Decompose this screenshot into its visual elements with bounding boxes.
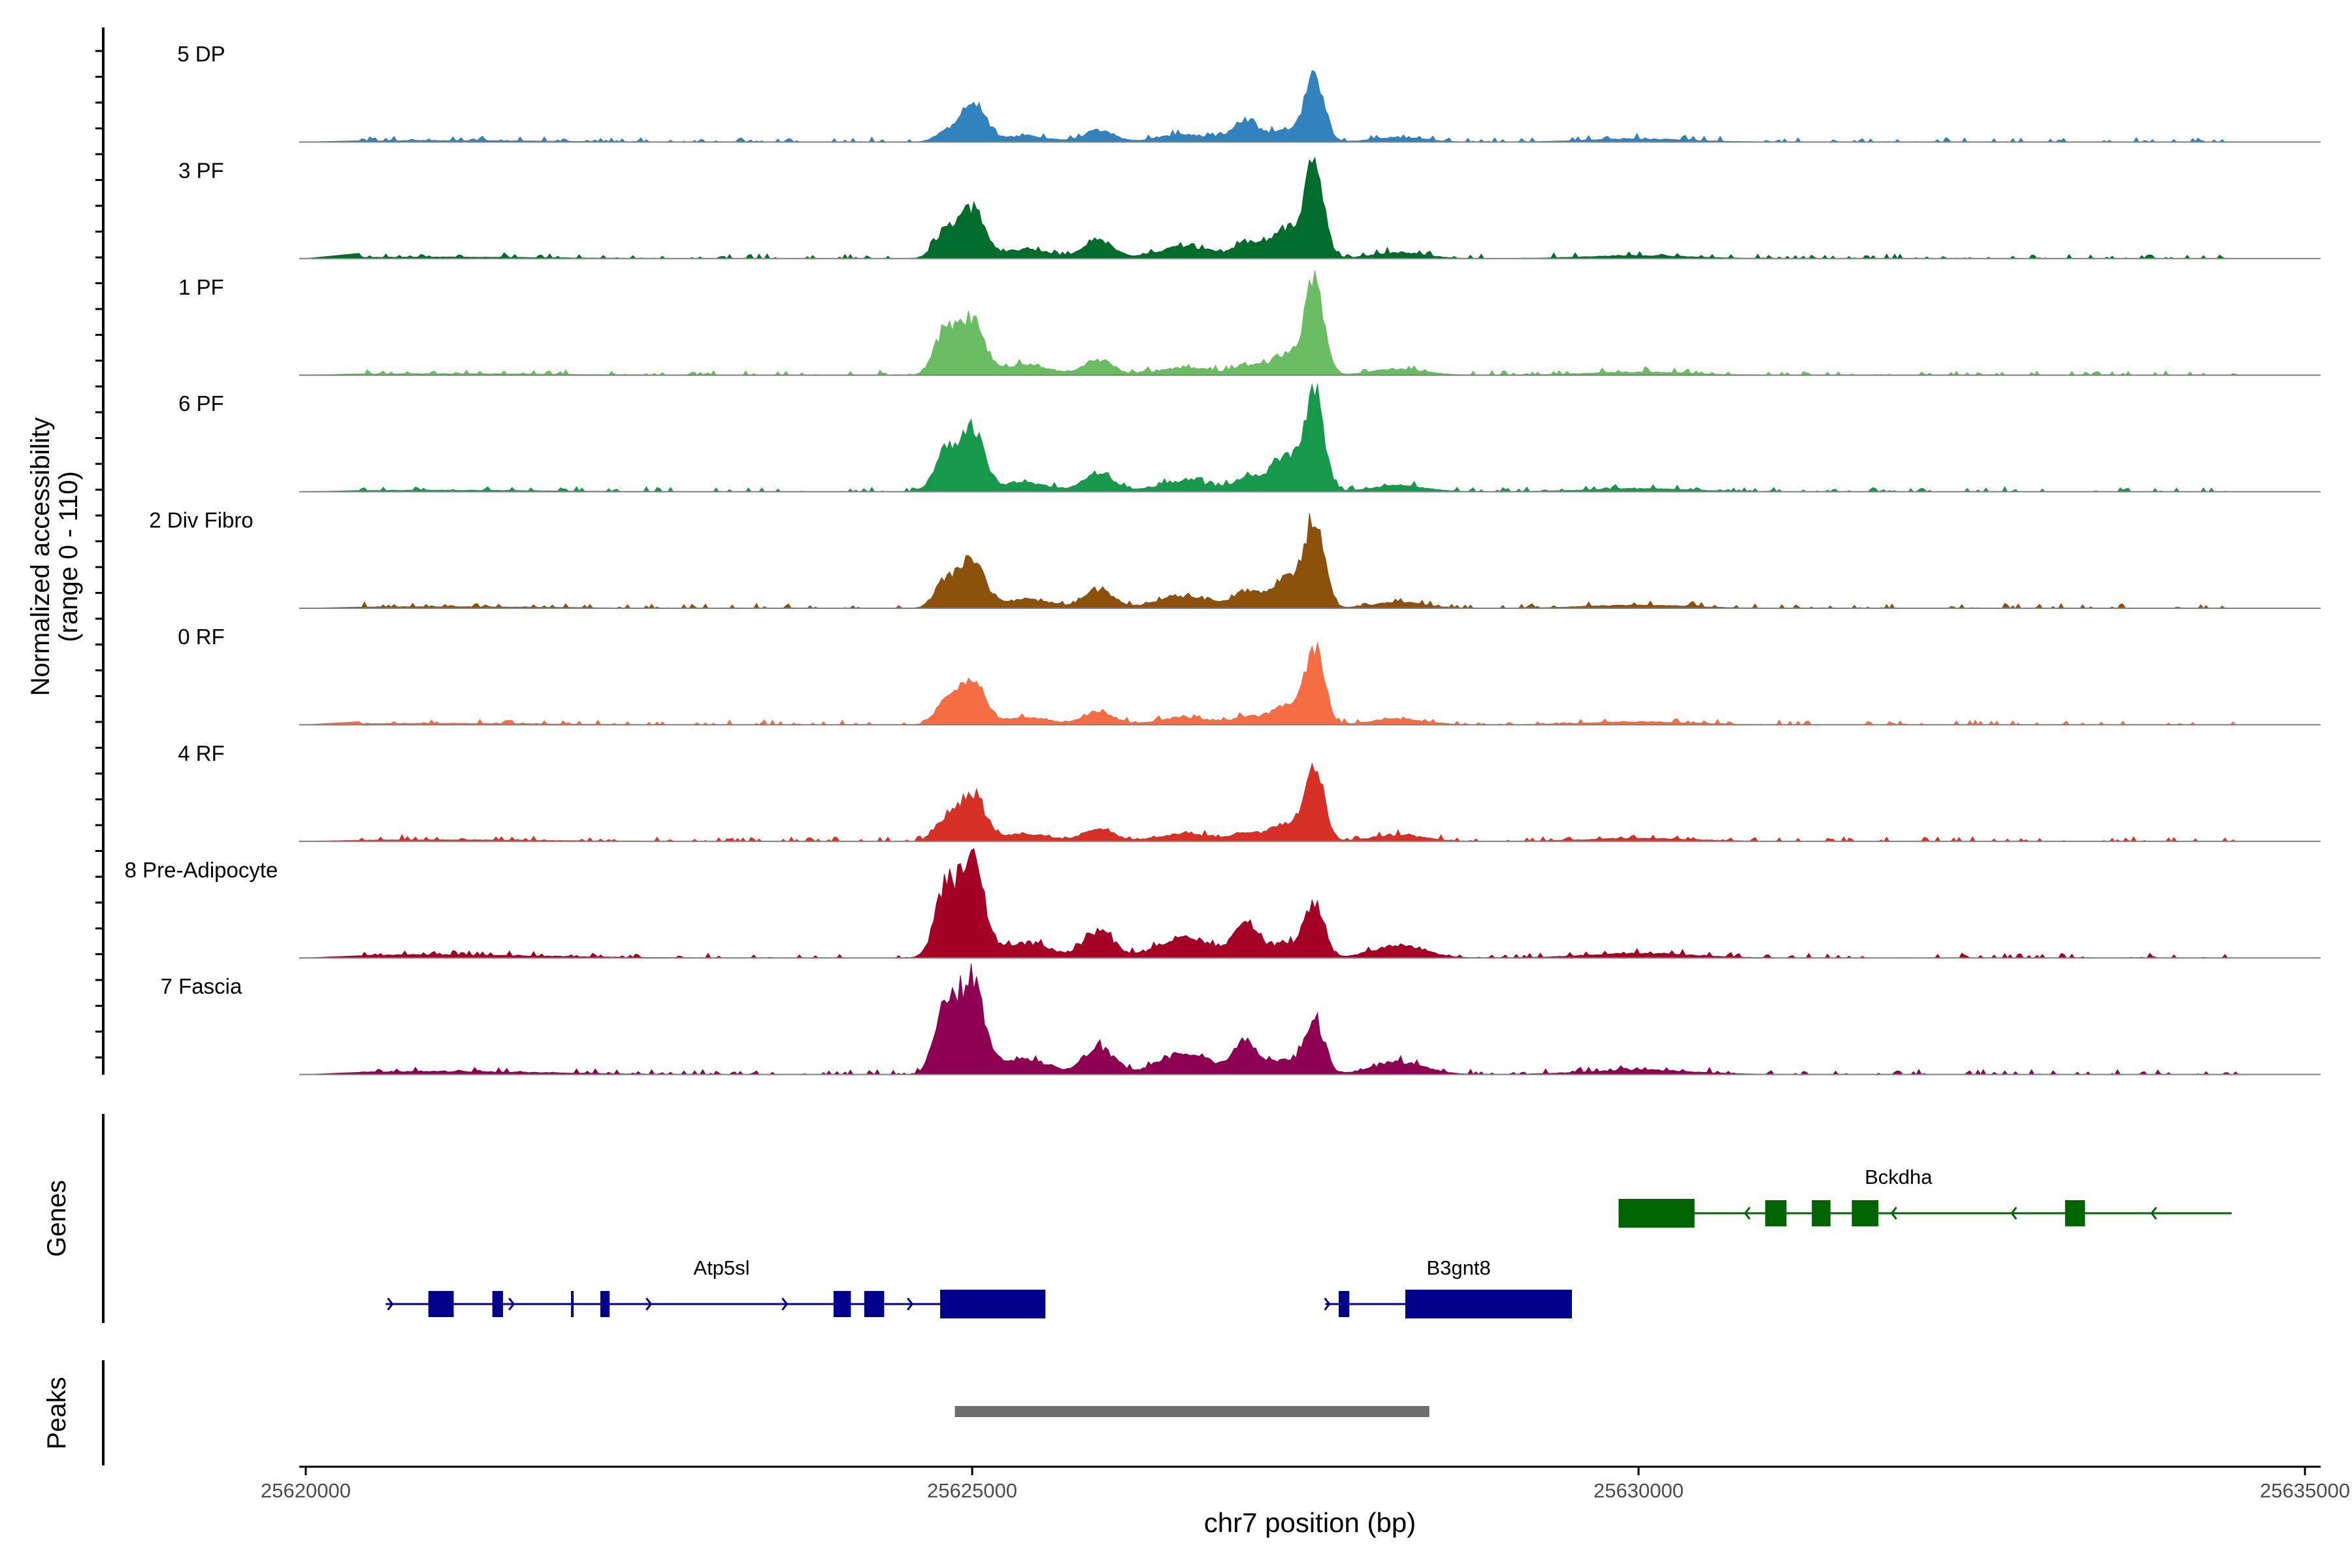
track-label: 0 RF [178, 625, 225, 649]
strand-arrow [1324, 1298, 1331, 1311]
coverage-area [305, 762, 2305, 842]
gene-exon [1339, 1291, 1350, 1317]
gene-exon [600, 1291, 610, 1317]
gene-exon [1618, 1199, 1695, 1228]
strand-arrow [1890, 1207, 1897, 1220]
track-3-pf: 3 PF [178, 156, 2321, 259]
gene-exon [1852, 1200, 1879, 1226]
gene-label: Bckdha [1865, 1166, 1933, 1188]
gene-exon [428, 1291, 454, 1317]
coverage-area [305, 847, 2305, 959]
x-tick-label: 25630000 [1593, 1479, 1684, 1502]
gene-bckdha: Bckdha [1618, 1166, 2232, 1228]
peaks-panel-title: Peaks [42, 1377, 71, 1449]
x-axis-ticks: 25620000 25625000 25630000 25635000 [261, 1467, 2350, 1502]
track-label: 2 Div Fibro [149, 508, 253, 532]
track-1-pf: 1 PF [178, 270, 2321, 376]
track-6-pf: 6 PF [178, 384, 2321, 493]
y-axis: Normalized accessibility (range 0 - 110) [26, 27, 105, 1075]
y-axis-ticks [95, 50, 103, 1058]
track-label: 5 DP [177, 42, 225, 66]
gene-label: Atp5sl [693, 1256, 749, 1279]
gene-exon [864, 1291, 885, 1317]
strand-arrow [645, 1298, 653, 1311]
gene-label: B3gnt8 [1426, 1256, 1490, 1279]
peaks-panel: Peaks [42, 1360, 1429, 1465]
strand-arrow [1744, 1207, 1751, 1220]
gene-exon [1765, 1200, 1787, 1226]
gene-exon [940, 1290, 1046, 1318]
gene-atp5sl: Atp5sl [385, 1256, 1046, 1318]
track-0-rf: 0 RF [178, 625, 2321, 726]
coverage-area [305, 384, 2305, 493]
track-label: 6 PF [178, 391, 224, 416]
coverage-tracks: 5 DP 3 PF 1 PF 6 PF 2 Div Fibro 0 RF 4 RF 8 Pre… [125, 42, 2321, 1075]
x-tick-label: 25635000 [2260, 1479, 2350, 1502]
track-label: 3 PF [178, 158, 224, 182]
x-tick-label: 25620000 [261, 1479, 351, 1502]
gene-exon [570, 1291, 574, 1317]
track-5-dp: 5 DP [177, 42, 2321, 143]
x-axis: 25620000 25625000 25630000 25635000 chr7 po… [261, 1465, 2350, 1538]
track-2-div-fibro: 2 Div Fibro [149, 508, 2321, 609]
track-7-fascia: 7 Fascia [161, 963, 2321, 1075]
strand-arrow [2150, 1207, 2157, 1220]
strand-arrow [387, 1298, 394, 1311]
coverage-area [305, 642, 2305, 726]
gene-models: Bckdha Atp5sl B3gnt8 [385, 1166, 2232, 1318]
track-label: 8 Pre-Adipocyte [125, 858, 278, 882]
coverage-area [305, 513, 2305, 609]
genes-panel-title: Genes [42, 1180, 71, 1257]
gene-exon [1812, 1200, 1831, 1226]
track-8-pre-adipocyte: 8 Pre-Adipocyte [125, 847, 2321, 959]
track-label: 1 PF [178, 275, 224, 299]
coverage-area [305, 270, 2305, 376]
strand-arrow [781, 1298, 789, 1311]
peak-bars [955, 1406, 1429, 1417]
strand-arrow [508, 1298, 515, 1311]
gene-exon [2065, 1200, 2085, 1226]
x-axis-title: chr7 position (bp) [1204, 1507, 1416, 1538]
y-axis-title: Normalized accessibility [26, 417, 55, 696]
gene-exon [492, 1291, 503, 1317]
coverage-area [305, 156, 2305, 259]
y-axis-range-label: (range 0 - 110) [54, 471, 83, 642]
x-tick-label: 25625000 [927, 1479, 1017, 1502]
gene-exon [1405, 1290, 1572, 1318]
coverage-area [305, 963, 2305, 1075]
coverage-area [305, 69, 2305, 143]
peak-bar [955, 1406, 1429, 1417]
track-label: 7 Fascia [161, 974, 242, 998]
genes-panel: Genes Bckdha Atp5sl B3gnt8 [42, 1114, 2232, 1323]
gene-b3gnt8: B3gnt8 [1324, 1256, 1572, 1318]
strand-arrow [907, 1298, 914, 1311]
track-label: 4 RF [178, 741, 225, 765]
track-4-rf: 4 RF [178, 741, 2321, 842]
gene-exon [833, 1291, 851, 1317]
strand-arrow [2010, 1207, 2017, 1220]
